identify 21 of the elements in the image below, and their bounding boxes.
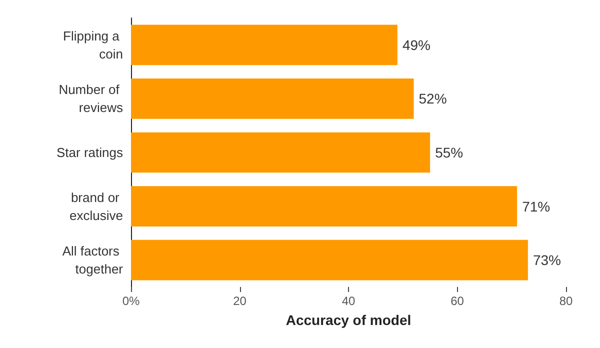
bar (131, 186, 518, 226)
x-tick-label: 60 (450, 294, 464, 308)
y-tick-label: Flipping a coin (63, 28, 123, 62)
data-label: 52% (418, 90, 447, 107)
x-tick-label: 0% (122, 294, 140, 308)
x-axis-title: Accuracy of model (286, 312, 412, 328)
data-label: 73% (532, 252, 561, 268)
y-tick-label: Star ratings (56, 145, 124, 160)
data-label: 71% (522, 198, 550, 214)
bar (131, 78, 414, 119)
data-label: 55% (435, 144, 464, 160)
data-label: 49% (402, 36, 430, 53)
y-tick-label: brand or exclusive (70, 190, 123, 223)
x-tick-label: 40 (342, 294, 356, 308)
bar (131, 240, 528, 280)
bar (131, 132, 430, 173)
y-tick-label: Number of reviews (58, 82, 124, 116)
x-tick-label: 20 (233, 294, 247, 308)
y-tick-label: All factors together (62, 244, 124, 277)
bar (131, 24, 398, 66)
x-tick-label: 80 (559, 294, 573, 308)
